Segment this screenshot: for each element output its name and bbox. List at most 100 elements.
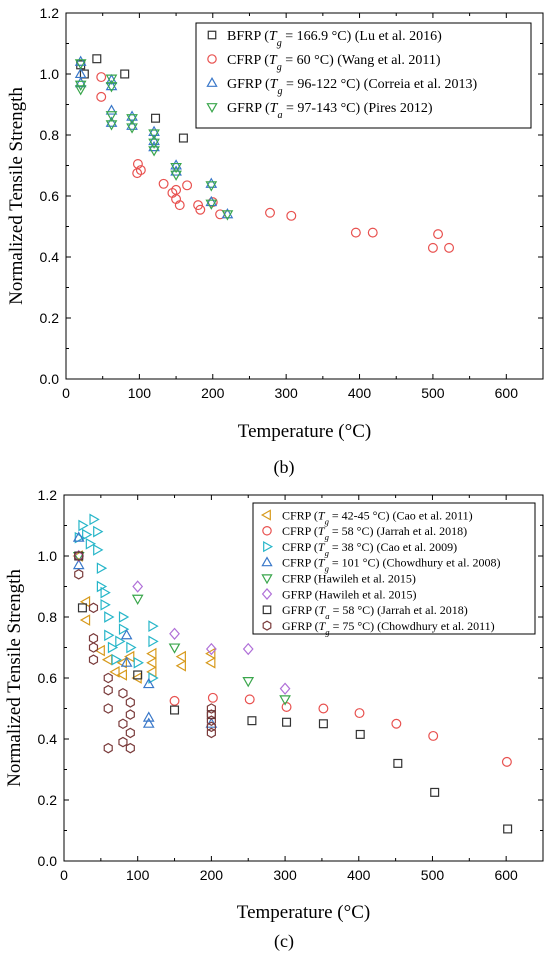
y-tick-label: 0.8 [40,127,60,143]
y-tick-label: 1.0 [38,548,58,564]
legend-text-part: = 60 °C) (Wang et al. 2011) [282,53,441,68]
legend-entry: GFRP (Ta = 97-143 °C) (Pires 2012) [227,101,433,121]
legend: BFRP (Tg = 166.9 °C) (Lu et al. 2016)CFR… [195,22,532,129]
legend-text-part: GFRP ( [282,619,319,633]
data-point [88,654,99,665]
data-point [74,67,87,79]
data-point [103,684,113,696]
legend-text-part: GFRP ( [282,603,319,617]
data-point [148,672,159,684]
data-point [244,694,255,705]
data-point [142,717,155,728]
data-point [118,718,128,730]
legend-text-part: = 166.9 °C) (Lu et al. 2016) [282,29,442,44]
legend-marker [206,76,218,87]
x-tick-label: 0 [62,385,70,401]
series-1 [96,72,455,253]
data-point [74,85,87,96]
data-point [148,146,160,157]
data-point [205,181,218,192]
data-point [88,602,99,614]
data-point [148,138,160,149]
data-point [205,656,216,669]
data-point [148,134,160,146]
y-tick-label: 1.2 [40,5,60,21]
legend-subscript: g [277,62,282,73]
legend-symbol: T [318,556,326,570]
data-point [74,550,84,562]
y-tick-label: 0.2 [40,310,60,326]
data-point [96,72,107,83]
legend-marker [262,605,272,615]
data-point [118,623,130,636]
series-5 [73,549,291,695]
data-point [146,647,157,660]
data-point [103,742,113,754]
legend-text-part: GFRP ( [227,101,270,116]
data-point [131,594,144,605]
data-point [125,709,135,720]
data-point [103,672,113,684]
data-point [105,120,118,131]
data-point [104,629,115,642]
legend-subscript: g [277,38,282,49]
data-point [100,598,111,611]
data-point [205,642,217,656]
data-point [125,697,135,708]
data-point [125,727,135,739]
data-point [206,703,216,714]
data-point [118,736,128,748]
legend-marker [260,509,271,521]
data-point [221,210,234,221]
legend-entry: CFRP (Tg = 42-45 °C) (Cao et al. 2011) [282,508,473,526]
x-tick-label: 100 [128,385,152,401]
series-3 [74,59,234,221]
legend-marker [206,103,218,114]
legend-subscript: a [325,611,329,621]
data-point [124,650,135,663]
legend-text-part: = 58 °C) (Jarrah et al. 2018) [329,524,467,538]
legend-marker [207,30,217,40]
data-point [104,611,115,623]
data-point [72,558,85,570]
data-point [318,719,328,729]
x-tick-label: 400 [348,385,372,401]
legend-text-part: = 96-122 °C) (Correia et al. 2013) [283,77,478,92]
data-point [501,756,512,767]
legend-marker [261,556,273,567]
data-point [182,180,193,191]
data-point [282,717,292,727]
data-point [72,531,85,542]
legend-box [195,22,532,129]
legend-subscript: g [325,548,330,558]
data-point [105,116,118,127]
data-point [105,82,118,93]
data-point [77,603,87,613]
y-tick-label: 0.4 [38,731,58,747]
data-point [444,242,455,253]
data-point [169,627,180,640]
legend-marker [261,574,273,585]
data-point [93,525,104,538]
x-tick-label: 0 [60,867,68,883]
x-tick-label: 600 [494,867,518,883]
data-point [105,111,118,122]
x-tick-label: 100 [126,867,150,883]
data-point [105,79,118,91]
legend-marker [261,588,273,600]
data-point [88,642,99,653]
data-point [195,204,206,215]
data-point [92,54,102,64]
data-point [96,91,107,102]
x-axis-title: Temperature (°C) [237,902,370,923]
legend-symbol: T [319,603,327,617]
data-point [105,104,118,115]
legend-text-part: = 42-45 °C) (Cao et al. 2011) [329,508,473,522]
legend-symbol: T [269,53,278,68]
legend-entry: CFRP (Tg = 38 °C) (Cao et al. 2009) [282,540,457,558]
data-point [205,177,218,188]
data-point [148,129,160,140]
data-point [100,586,111,599]
y-tick-label: 0.8 [38,609,58,625]
data-point [170,170,182,181]
